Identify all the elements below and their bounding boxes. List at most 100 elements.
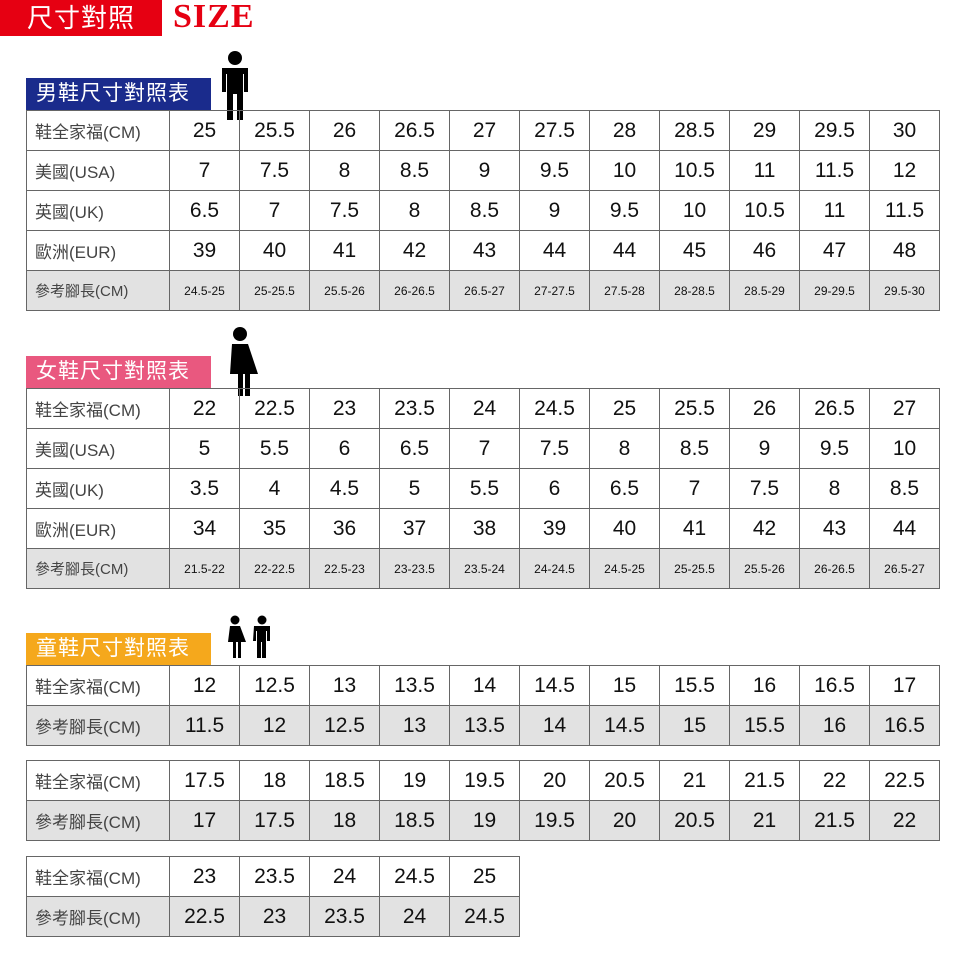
size-cell: 19.5 (519, 800, 590, 841)
size-cell: 7.5 (309, 190, 380, 231)
size-cell: 9 (729, 428, 800, 469)
size-cell: 26.5 (799, 388, 870, 429)
size-cell: 40 (589, 508, 660, 549)
size-cell: 23 (239, 896, 310, 937)
men-section-title: 男鞋尺寸對照表 (26, 78, 211, 110)
size-cell: 22.5 (169, 896, 240, 937)
size-cell: 26 (729, 388, 800, 429)
size-cell: 7.5 (519, 428, 590, 469)
size-cell: 27 (869, 388, 940, 429)
size-cell: 45 (659, 230, 730, 271)
size-cell: 8 (379, 190, 450, 231)
women-section-title: 女鞋尺寸對照表 (26, 356, 211, 388)
kids-section-title: 童鞋尺寸對照表 (26, 633, 211, 665)
table-row: 鞋全家福(CM) 17.5 18 18.5 19 19.5 20 20.5 21 21.5 22 22… (26, 760, 940, 801)
size-cell: 10.5 (659, 150, 730, 191)
table-row: 鞋全家福(CM) 12 12.5 13 13.5 14 14.5 15 15.5 16 16.5 17 (26, 665, 940, 706)
size-cell: 8 (589, 428, 660, 469)
size-cell: 44 (589, 230, 660, 271)
size-cell: 38 (449, 508, 520, 549)
table-row: 鞋全家福(CM) 25 25.5 26 26.5 27 27.5 28 28.5 29 29.5 30 (26, 110, 940, 151)
size-cell: 29 (729, 110, 800, 151)
size-cell: 6.5 (169, 190, 240, 231)
row-label: 鞋全家福(CM) (26, 856, 170, 897)
size-cell: 20 (589, 800, 660, 841)
table-row: 英國(UK) 6.5 7 7.5 8 8.5 9 9.5 10 10.5 11 11.5 (26, 190, 940, 231)
size-cell: 28-28.5 (659, 270, 730, 311)
size-cell: 23.5 (309, 896, 380, 937)
size-cell: 27.5 (519, 110, 590, 151)
size-cell: 16 (799, 705, 870, 746)
size-chart-banner: 尺寸對照 (0, 0, 162, 36)
size-cell: 34 (169, 508, 240, 549)
woman-icon (230, 327, 258, 396)
size-cell: 22-22.5 (239, 548, 310, 589)
size-cell: 12.5 (309, 705, 380, 746)
row-label: 參考腳長(CM) (26, 270, 170, 311)
size-cell: 5.5 (449, 468, 520, 509)
size-cell: 6.5 (379, 428, 450, 469)
size-cell: 16 (729, 665, 800, 706)
size-cell: 4.5 (309, 468, 380, 509)
size-cell: 6 (309, 428, 380, 469)
size-cell: 14 (449, 665, 520, 706)
row-label: 鞋全家福(CM) (26, 110, 170, 151)
size-cell: 24.5 (449, 896, 520, 937)
size-cell: 23 (169, 856, 240, 897)
men-size-table: 鞋全家福(CM) 25 25.5 26 26.5 27 27.5 28 28.5 29 29.5 30… (26, 110, 940, 311)
size-cell: 23.5-24 (449, 548, 520, 589)
size-cell: 26 (309, 110, 380, 151)
size-cell: 8 (799, 468, 870, 509)
size-cell: 9 (449, 150, 520, 191)
size-cell: 7.5 (729, 468, 800, 509)
size-cell: 5 (169, 428, 240, 469)
size-cell: 22.5-23 (309, 548, 380, 589)
kids-size-table-1: 鞋全家福(CM) 12 12.5 13 13.5 14 14.5 15 15.5 16 16.5 17… (26, 665, 940, 746)
size-cell: 15.5 (729, 705, 800, 746)
size-cell: 19 (449, 800, 520, 841)
size-cell: 25 (589, 388, 660, 429)
size-cell: 14 (519, 705, 590, 746)
size-cell: 12.5 (239, 665, 310, 706)
size-cell: 17.5 (239, 800, 310, 841)
size-cell: 25.5-26 (729, 548, 800, 589)
table-row: 參考腳長(CM) 17 17.5 18 18.5 19 19.5 20 20.5 21 21.5 22 (26, 800, 940, 841)
size-cell: 20.5 (659, 800, 730, 841)
table-row: 鞋全家福(CM) 23 23.5 24 24.5 25 (26, 856, 520, 897)
row-label: 參考腳長(CM) (26, 896, 170, 937)
size-cell: 47 (799, 230, 870, 271)
size-cell: 24.5-25 (589, 548, 660, 589)
size-cell: 22 (869, 800, 940, 841)
size-cell: 6.5 (589, 468, 660, 509)
row-label: 參考腳長(CM) (26, 705, 170, 746)
size-cell: 36 (309, 508, 380, 549)
size-cell: 24 (379, 896, 450, 937)
size-cell: 13 (309, 665, 380, 706)
size-cell: 26-26.5 (799, 548, 870, 589)
size-cell: 40 (239, 230, 310, 271)
size-cell: 18.5 (309, 760, 380, 801)
size-cell: 44 (519, 230, 590, 271)
size-cell: 7 (659, 468, 730, 509)
size-cell: 21 (729, 800, 800, 841)
size-cell: 11.5 (799, 150, 870, 191)
size-cell: 15.5 (659, 665, 730, 706)
size-cell: 23 (309, 388, 380, 429)
size-cell: 8.5 (449, 190, 520, 231)
size-cell: 21.5 (799, 800, 870, 841)
size-cell: 29-29.5 (799, 270, 870, 311)
size-cell: 15 (589, 665, 660, 706)
size-cell: 9 (519, 190, 590, 231)
size-cell: 17 (169, 800, 240, 841)
size-cell: 21 (659, 760, 730, 801)
size-cell: 25 (169, 110, 240, 151)
row-label: 美國(USA) (26, 150, 170, 191)
size-cell: 12 (869, 150, 940, 191)
size-cell: 8.5 (869, 468, 940, 509)
size-cell: 28 (589, 110, 660, 151)
size-cell: 26.5-27 (449, 270, 520, 311)
size-cell: 5 (379, 468, 450, 509)
size-cell: 21.5 (729, 760, 800, 801)
size-cell: 22 (799, 760, 870, 801)
size-cell: 10 (869, 428, 940, 469)
